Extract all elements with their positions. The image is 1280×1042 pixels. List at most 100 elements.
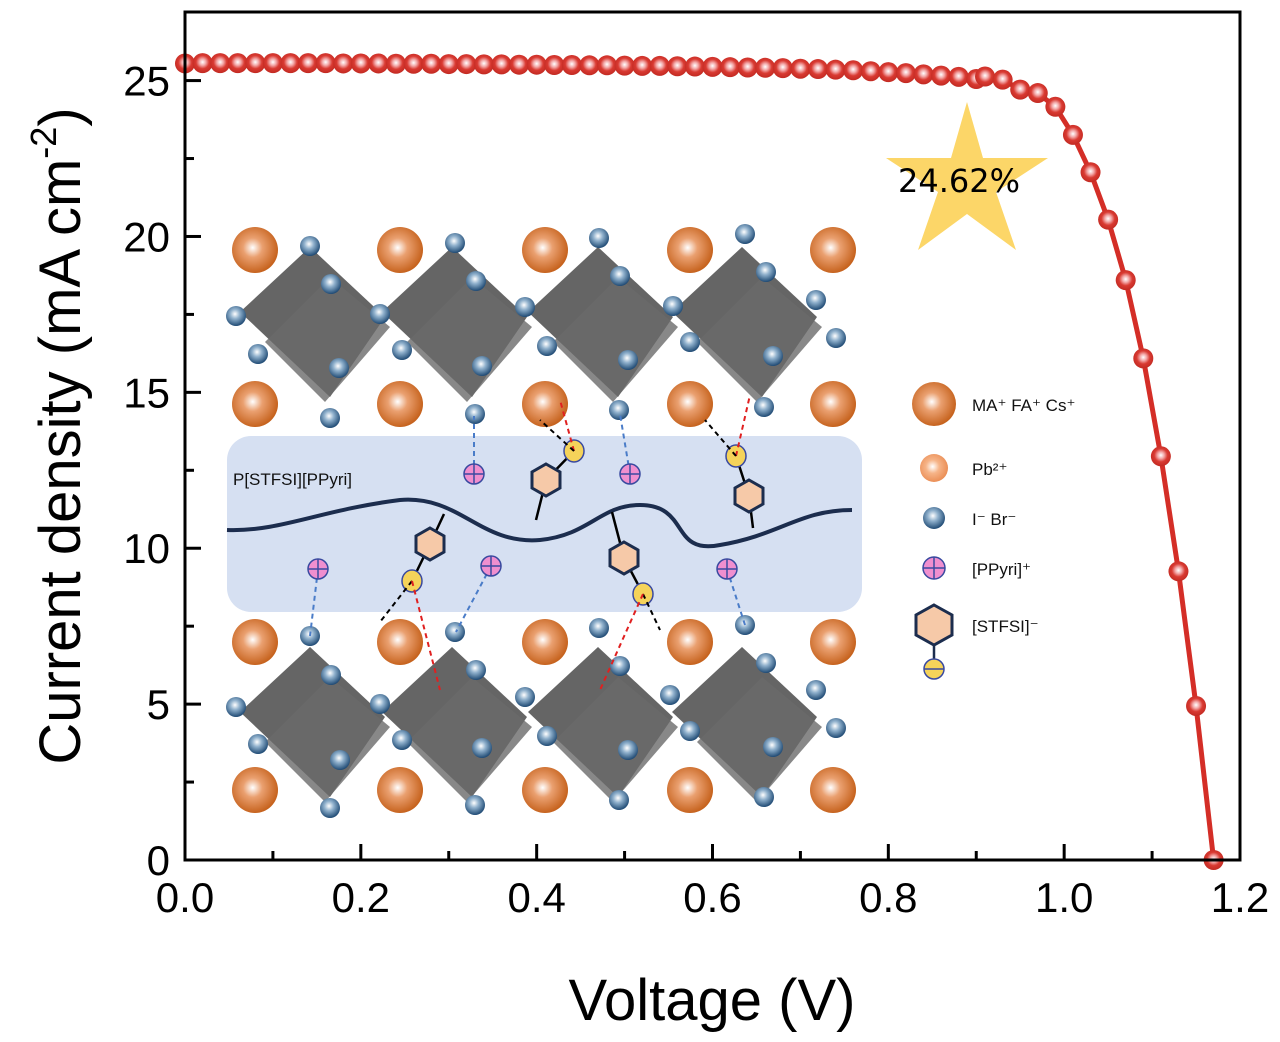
halide-anion: [472, 356, 492, 376]
halide-anion: [618, 740, 638, 760]
a-site-cation: [232, 767, 278, 813]
halide-anion: [392, 730, 412, 750]
halide-anion: [763, 737, 783, 757]
halide-anion: [330, 750, 350, 770]
a-site-cation: [377, 381, 423, 427]
data-point: [614, 55, 635, 76]
halide-anion: [763, 346, 783, 366]
data-point: [931, 65, 952, 86]
pbx6-octahedron-face: [697, 677, 822, 802]
data-point: [1150, 446, 1171, 467]
y-ticks: 0 5 10 15 20 25: [123, 58, 201, 884]
data-point: [368, 53, 389, 74]
data-point: [825, 59, 846, 80]
data-point: [456, 54, 477, 75]
data-point: [649, 55, 670, 76]
ppyri-cation-icon: [922, 556, 946, 580]
data-point: [1098, 209, 1119, 230]
pb-icon: [920, 454, 948, 482]
legend-label-halide: I⁻ Br⁻: [972, 510, 1016, 529]
stfsi-ring: [733, 478, 765, 514]
halide-anion: [735, 224, 755, 244]
halide-anion: [609, 400, 629, 420]
data-point: [438, 54, 459, 75]
halide-anion: [663, 296, 683, 316]
data-point: [1062, 124, 1083, 145]
halide-anion: [610, 656, 630, 676]
halide-anion: [320, 798, 340, 818]
halide-anion: [329, 358, 349, 378]
pbx6-octahedron-face: [265, 677, 390, 802]
a-site-cation-icon: [912, 382, 956, 426]
halide-anion: [321, 665, 341, 685]
y-axis-title-close: ): [28, 107, 93, 126]
a-site-cation: [522, 767, 568, 813]
data-point: [772, 58, 793, 79]
interaction-line: [411, 580, 441, 691]
data-point: [298, 53, 319, 74]
halide-anion: [321, 274, 341, 294]
y-axis-title-sup: -2: [23, 127, 64, 159]
a-site-cation: [522, 227, 568, 273]
y-tick-label: 25: [123, 58, 170, 105]
y-axis-title-main: Current density (mA cm: [28, 159, 93, 765]
x-tick-label: 0.2: [332, 874, 390, 921]
data-point: [509, 54, 530, 75]
a-site-cation: [232, 381, 278, 427]
a-site-cation: [522, 381, 568, 427]
interaction-line: [539, 419, 575, 452]
data-point: [561, 55, 582, 75]
inset-atoms: [226, 224, 856, 818]
data-point: [860, 61, 881, 82]
data-point: [491, 54, 512, 75]
stfsi-anion-icon: [914, 603, 954, 680]
halide-anion: [320, 408, 340, 428]
x-tick-label: 0.0: [156, 874, 214, 921]
halide-anion: [466, 660, 486, 680]
halide-anion: [226, 697, 246, 717]
y-tick-label: 15: [123, 369, 170, 416]
a-site-cation: [810, 619, 856, 665]
data-point: [227, 53, 248, 74]
halide-anion: [618, 350, 638, 370]
halide-anion: [445, 233, 465, 253]
a-site-cation: [377, 227, 423, 273]
x-tick-label: 0.4: [507, 874, 565, 921]
halide-anion: [370, 304, 390, 324]
halide-anion: [537, 726, 557, 746]
data-point: [975, 66, 996, 87]
x-ticks: 0.0 0.2 0.4 0.6 0.8 1.0 1.2: [156, 844, 1269, 921]
data-point: [808, 59, 828, 80]
stfsi-ring: [414, 526, 446, 562]
a-site-cation: [810, 381, 856, 427]
halide-anion: [589, 618, 609, 638]
halide-anion: [680, 721, 700, 741]
halide-icon: [923, 507, 945, 529]
x-tick-label: 1.2: [1211, 874, 1269, 921]
data-point: [579, 55, 600, 76]
data-point: [597, 55, 617, 76]
data-point: [913, 64, 934, 85]
y-tick-label: 0: [147, 837, 170, 884]
interaction-line: [309, 568, 319, 637]
interaction-line: [642, 593, 661, 631]
halide-anion: [756, 262, 776, 282]
a-site-cation: [232, 619, 278, 665]
data-point: [843, 60, 864, 81]
x-axis-title: Voltage (V): [569, 968, 856, 1033]
a-site-cation: [667, 227, 713, 273]
halide-anion: [515, 687, 535, 707]
stfsi-ring: [530, 462, 562, 498]
data-point: [992, 69, 1013, 90]
data-point: [790, 58, 811, 79]
x-tick-label: 1.0: [1035, 874, 1093, 921]
polymer-chain: [226, 497, 853, 549]
data-point: [684, 56, 705, 77]
data-point: [1045, 96, 1066, 117]
data-point: [720, 57, 741, 78]
y-tick-label: 20: [123, 213, 170, 260]
a-site-cation: [232, 227, 278, 273]
polymer-band: [227, 436, 862, 612]
a-site-cation: [810, 767, 856, 813]
data-point: [473, 54, 494, 75]
